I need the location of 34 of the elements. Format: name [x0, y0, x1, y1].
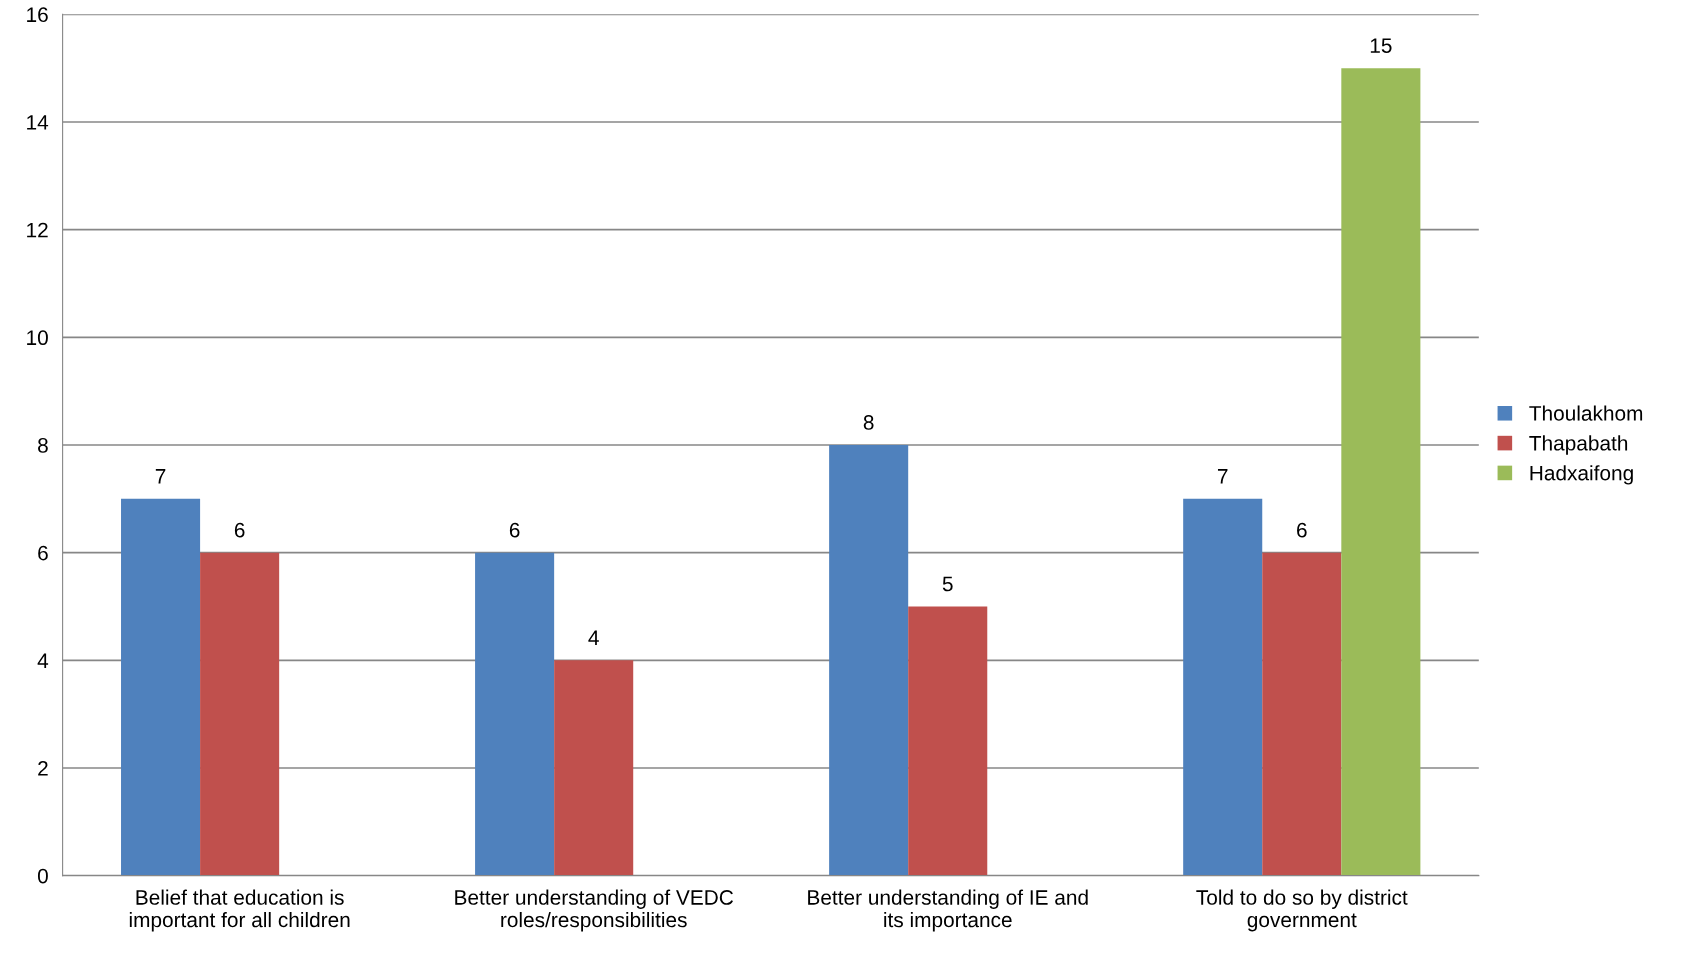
data-label: 6: [509, 522, 520, 538]
x-tick-label: Told to do so by district government: [1196, 889, 1408, 932]
y-tick-label: 8: [38, 438, 48, 453]
data-label: 4: [588, 630, 599, 645]
data-label: 7: [1217, 469, 1228, 484]
y-tick-label: 0: [37, 868, 48, 884]
y-tick-label: 2: [38, 760, 48, 776]
data-label: 15: [1370, 38, 1392, 53]
y-tick-label: 12: [27, 222, 48, 238]
bar: [1341, 68, 1421, 876]
bar: [121, 498, 201, 876]
y-tick-label: 4: [37, 653, 49, 668]
data-label: 5: [942, 576, 953, 592]
legend-label: Thapabath: [1529, 435, 1628, 455]
x-tick-label: Belief that education is important for all children: [129, 889, 350, 932]
bar: [475, 552, 555, 876]
x-tick-label: Better understanding of VEDC roles/responsibilities: [455, 889, 734, 932]
data-label: 6: [234, 522, 245, 538]
y-tick-label: 6: [38, 545, 48, 561]
y-tick-label: 14: [27, 115, 49, 130]
data-label: 6: [1297, 522, 1307, 538]
bar: [1183, 498, 1263, 876]
x-tick-label: Better understanding of IE and its importance: [808, 889, 1088, 932]
bar: [908, 606, 988, 876]
data-label: 8: [863, 415, 874, 430]
y-tick-label: 10: [27, 330, 48, 346]
bar: [554, 660, 634, 876]
bar: [1262, 552, 1342, 876]
bar: [829, 445, 909, 876]
legend-label: Hadxaifong: [1530, 465, 1633, 485]
y-tick-label: 16: [27, 7, 48, 23]
data-label: 7: [155, 469, 166, 484]
legend-label: Thoulakhom: [1529, 405, 1643, 421]
bar: [200, 552, 280, 876]
